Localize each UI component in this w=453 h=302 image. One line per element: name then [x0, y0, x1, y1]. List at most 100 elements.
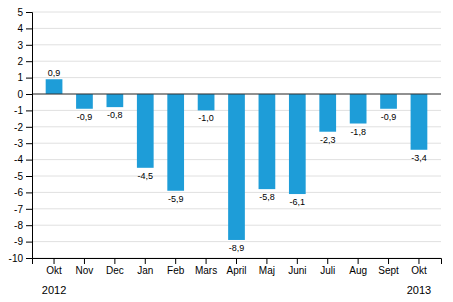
tick-mark	[26, 12, 32, 13]
tick-mark	[26, 61, 32, 62]
x-tick: Juli	[320, 258, 335, 276]
data-label: -5,9	[168, 194, 184, 204]
tick-label: Juli	[320, 265, 335, 276]
tick-mark	[175, 258, 176, 264]
grid-line	[32, 61, 441, 62]
tick-label: Aug	[349, 265, 367, 276]
y-tick: -7	[14, 204, 32, 215]
tick-mark	[26, 209, 32, 210]
baseline	[32, 94, 441, 95]
bar	[46, 79, 63, 94]
tick-mark	[26, 28, 32, 29]
data-label: -5,8	[259, 192, 275, 202]
tick-label: Mars	[195, 265, 217, 276]
bar	[137, 94, 154, 168]
tick-label: -6	[14, 187, 23, 198]
tick-label: -10	[9, 253, 24, 264]
x-tick: Mars	[195, 258, 217, 276]
y-tick: 1	[17, 72, 32, 83]
y-tick: 2	[17, 56, 32, 67]
data-label: -8,9	[229, 243, 245, 253]
bar	[289, 94, 306, 194]
tick-mark	[26, 176, 32, 177]
bars	[46, 79, 428, 240]
data-labels: 0,9-0,9-0,8-4,5-5,9-1,0-8,9-5,8-6,1-2,3-…	[48, 68, 427, 253]
tick-label: Nov	[76, 265, 94, 276]
tick-mark	[236, 258, 237, 264]
tick-label: Dec	[106, 265, 124, 276]
tick-mark	[26, 225, 32, 226]
grid-line	[32, 28, 441, 29]
chart: 0,9-0,9-0,8-4,5-5,9-1,0-8,9-5,8-6,1-2,3-…	[0, 0, 453, 302]
tick-mark	[26, 242, 32, 243]
bar	[350, 94, 367, 124]
tick-label: Maj	[259, 265, 275, 276]
y-tick: -4	[14, 154, 32, 165]
bar	[319, 94, 336, 132]
x-tick: Juni	[288, 258, 306, 276]
grid-line	[32, 44, 441, 45]
tick-label: April	[226, 265, 246, 276]
tick-label: -5	[14, 171, 23, 182]
tick-label: Sept	[378, 265, 399, 276]
bar	[107, 94, 124, 107]
annotations: 2012 2013	[42, 284, 431, 296]
x-tick: Dec	[106, 258, 124, 276]
grid-line	[32, 12, 441, 13]
tick-label: Jan	[137, 265, 153, 276]
data-label: -1,8	[350, 127, 366, 137]
tick-label: 2	[17, 56, 23, 67]
data-label: -0,9	[381, 112, 397, 122]
y-tick: -5	[14, 171, 32, 182]
x-tick: Maj	[259, 258, 275, 276]
grid-line	[32, 77, 441, 78]
grid-line	[32, 241, 441, 242]
y-tick: -8	[14, 220, 32, 231]
x-tick: Nov	[76, 258, 94, 276]
tick-mark	[388, 258, 389, 264]
annotation: 2013	[407, 284, 431, 296]
tick-label: -1	[14, 105, 23, 116]
tick-label: 3	[17, 40, 23, 51]
tick-label: -8	[14, 220, 23, 231]
annotation: 2012	[42, 284, 66, 296]
tick-label: 4	[17, 23, 23, 34]
tick-mark	[26, 160, 32, 161]
tick-label: 0	[17, 89, 23, 100]
tick-label: 5	[17, 7, 23, 18]
x-tick: Okt	[46, 258, 62, 276]
y-tick: 4	[17, 23, 32, 34]
data-label: -2,3	[320, 135, 336, 145]
grid-line	[32, 94, 441, 95]
tick-mark	[26, 78, 32, 79]
y-tick: -9	[14, 236, 32, 247]
axis-line	[33, 259, 442, 265]
x-tick: Okt	[411, 258, 427, 276]
data-label: -3,4	[411, 153, 427, 163]
x-tick: Sept	[378, 258, 399, 276]
bar	[167, 94, 184, 191]
tick-label: -3	[14, 138, 23, 149]
tick-mark	[26, 192, 32, 193]
x-tick: Aug	[349, 258, 367, 276]
y-tick: -10	[9, 253, 32, 264]
tick-mark	[26, 45, 32, 46]
bar	[411, 94, 428, 150]
tick-label: Feb	[167, 265, 185, 276]
tick-mark	[26, 258, 32, 259]
bar	[198, 94, 215, 110]
tick-mark	[26, 94, 32, 95]
y-tick: -3	[14, 138, 32, 149]
tick-mark	[327, 258, 328, 264]
data-label: -4,5	[138, 171, 154, 181]
y-tick: 5	[17, 7, 32, 18]
x-axis: Okt Nov Dec Jan Feb Mars April Maj Juni Juli Aug Se…	[33, 258, 442, 276]
data-label: 0,9	[48, 68, 61, 78]
tick-label: -4	[14, 154, 23, 165]
y-tick: -2	[14, 122, 32, 133]
tick-label: -2	[14, 122, 23, 133]
tick-mark	[26, 127, 32, 128]
tick-mark	[266, 258, 267, 264]
y-tick: -1	[14, 105, 32, 116]
tick-mark	[206, 258, 207, 264]
